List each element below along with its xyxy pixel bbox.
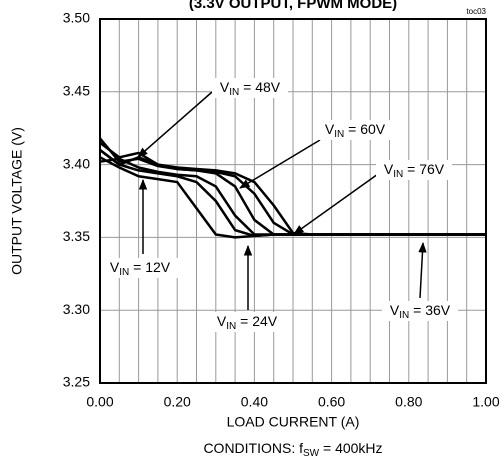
- plot-frame: [99, 18, 487, 384]
- arrow: [293, 173, 379, 235]
- label-bg: [317, 120, 393, 140]
- series-line: [99, 149, 486, 236]
- conditions: CONDITIONS: fSW = 400kHz: [203, 440, 382, 459]
- arrow: [418, 241, 427, 299]
- y-tick-label: 3.45: [63, 83, 90, 99]
- y-axis-label: OUTPUT VOLTAGE (V): [9, 127, 25, 275]
- x-tick-label: 1.00: [472, 394, 499, 410]
- series-label: VIN = 48V: [220, 79, 281, 98]
- label-bg: [212, 78, 288, 98]
- x-tick-label: 0.20: [164, 394, 191, 410]
- arrow: [137, 91, 213, 158]
- label-bg: [376, 160, 452, 180]
- y-tick-label: 3.50: [63, 10, 90, 26]
- series-label: VIN = 60V: [325, 121, 386, 140]
- series-label: VIN = 12V: [110, 259, 171, 278]
- y-tick-label: 3.35: [63, 228, 90, 244]
- series-label: VIN = 76V: [384, 161, 445, 180]
- y-tick-label: 3.30: [63, 301, 90, 317]
- chart-title: (3.3V OUTPUT, FPWM MODE): [189, 0, 397, 12]
- x-tick-label: 0.40: [241, 394, 268, 410]
- x-tick-label: 0.60: [318, 394, 345, 410]
- label-bg: [102, 258, 178, 278]
- x-tick-label: 0.80: [395, 394, 422, 410]
- x-axis-label: LOAD CURRENT (A): [227, 414, 360, 430]
- y-tick-label: 3.40: [63, 155, 90, 171]
- x-tick-label: 0.00: [86, 394, 113, 410]
- label-bg: [382, 301, 458, 321]
- y-tick-label: 3.25: [63, 374, 90, 390]
- arrow: [239, 139, 321, 189]
- series-label: VIN = 24V: [217, 313, 278, 332]
- figure-id: toc03: [466, 7, 486, 16]
- label-bg: [209, 312, 285, 332]
- series-label: VIN = 36V: [390, 302, 451, 321]
